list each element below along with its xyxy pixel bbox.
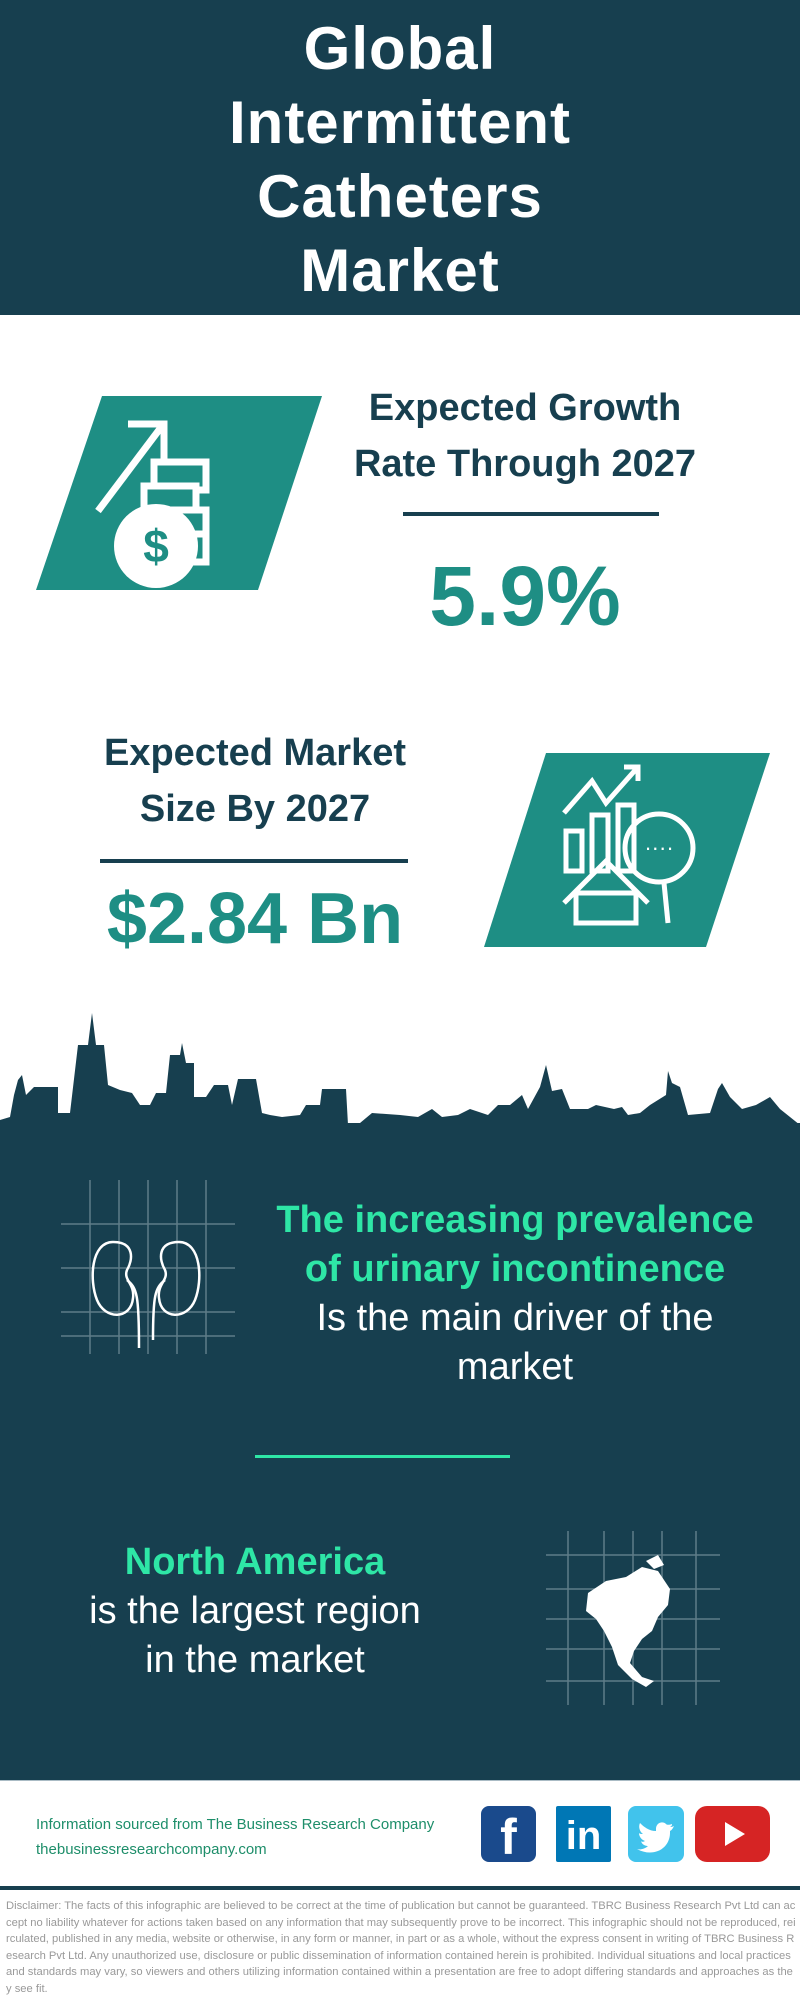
driver-highlight: The increasing prevalence <box>276 1199 754 1241</box>
twitter-icon[interactable] <box>628 1806 684 1862</box>
growth-label-line: Rate Through 2027 <box>353 443 697 485</box>
kidneys-icon <box>61 1180 235 1354</box>
region-line: in the market <box>145 1639 365 1681</box>
city-skyline <box>0 1013 800 1130</box>
market-analysis-icon: ···· <box>484 753 770 947</box>
insights-panel <box>0 1123 800 1780</box>
driver-highlight: of urinary incontinence <box>304 1248 726 1290</box>
north-america-map-icon <box>546 1531 720 1705</box>
divider <box>0 1780 800 1781</box>
region-text: North America is the largest region in t… <box>20 1538 490 1685</box>
divider <box>255 1455 510 1458</box>
divider <box>0 1886 800 1890</box>
divider <box>403 512 659 516</box>
title-banner: Global Intermittent Catheters Market <box>0 0 800 315</box>
market-size-value: $2.84 Bn <box>106 879 404 959</box>
growth-value: 5.9% <box>429 549 621 643</box>
title-line: Intermittent <box>229 89 571 156</box>
svg-text:$: $ <box>143 520 169 572</box>
linkedin-icon[interactable]: in <box>556 1806 611 1862</box>
title-line: Market <box>300 237 500 304</box>
title-line: Catheters <box>257 163 543 230</box>
disclaimer-text: Disclaimer: The facts of this infographi… <box>6 1900 796 1995</box>
market-size-label-line: Expected Market <box>103 732 406 774</box>
growth-label: Expected Growth Rate Through 2027 <box>330 380 720 492</box>
driver-line: Is the main driver of the <box>316 1297 714 1339</box>
driver-line: market <box>456 1346 574 1388</box>
facebook-icon[interactable]: f <box>481 1806 536 1865</box>
website-link[interactable]: thebusinessresearchcompany.com <box>36 1841 267 1858</box>
region-line: is the largest region <box>89 1590 421 1632</box>
title-line: Global <box>303 15 497 82</box>
source-info: Information sourced from The Business Re… <box>36 1812 434 1862</box>
youtube-icon[interactable] <box>695 1806 770 1862</box>
money-growth-icon: $ <box>36 396 322 590</box>
market-size-label-line: Size By 2027 <box>139 788 371 830</box>
source-text: Information sourced from The Business Re… <box>36 1816 435 1833</box>
region-highlight: North America <box>124 1541 386 1583</box>
growth-label-line: Expected Growth <box>368 387 682 429</box>
market-size-label: Expected Market Size By 2027 <box>40 725 470 837</box>
driver-text: The increasing prevalence of urinary inc… <box>250 1196 780 1392</box>
svg-text:····: ···· <box>644 835 673 860</box>
divider <box>100 859 408 863</box>
